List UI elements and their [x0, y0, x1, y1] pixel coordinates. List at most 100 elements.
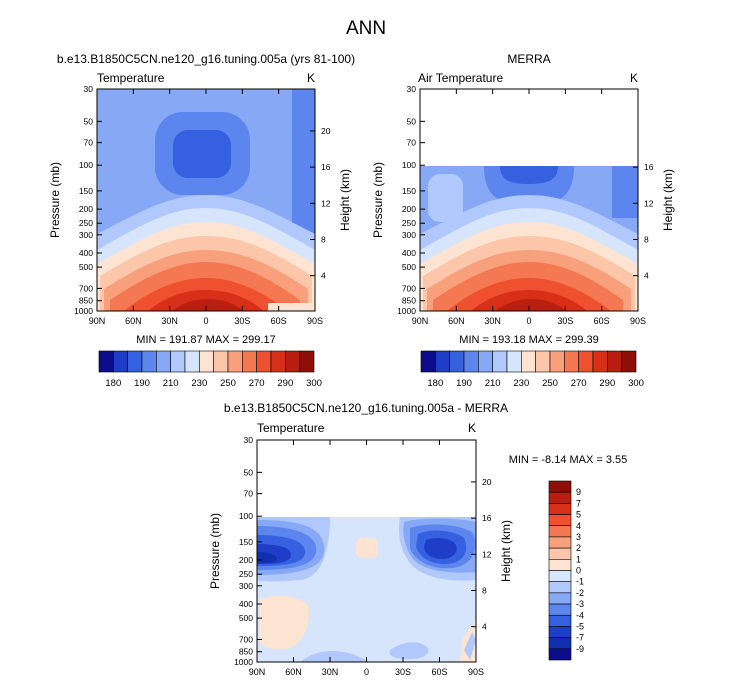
panel-diff-title: b.e13.B1850C5CN.ne120_g16.tuning.005a - …: [224, 401, 508, 415]
colorbar-swatch: [256, 350, 272, 373]
y-tick-label: 200: [402, 204, 416, 214]
y-tick-label: 300: [239, 581, 253, 591]
colorbar-label: 190: [456, 378, 472, 389]
colorbar-label: 9: [576, 487, 581, 497]
colorbar-label: 180: [105, 378, 121, 389]
colorbar-obs: 180 190 210 230 250 270 290 300: [420, 350, 644, 389]
y-tick-label: 70: [84, 138, 94, 148]
colorbar-swatch: [98, 350, 114, 373]
contour-fill: [173, 130, 231, 178]
colorbar-swatch: [548, 536, 572, 549]
x-tick-label: 60N: [125, 316, 142, 326]
y-right-tick-label: 8: [482, 585, 487, 595]
colorbar-swatch: [548, 480, 572, 493]
panel-obs: MERRA Air Temperature K 90N 60N 30N 0 30S 60S…: [371, 52, 675, 389]
x-tick-label: 30N: [161, 316, 178, 326]
colorbar-label: -2: [576, 588, 584, 598]
colorbar-label: 230: [513, 378, 529, 389]
colorbar-swatch: [592, 350, 608, 373]
y-right-tick-label: 12: [482, 549, 492, 559]
contour-fill: [428, 174, 463, 222]
panel-diff-contours: [257, 517, 476, 662]
colorbar-label: 180: [427, 378, 443, 389]
panel-obs-contours: [420, 166, 638, 311]
colorbar-swatch: [548, 514, 572, 527]
panel-obs-units: K: [630, 71, 638, 85]
colorbar-swatch: [170, 350, 186, 373]
panel-model-units: K: [307, 71, 315, 85]
y-tick-label: 150: [402, 186, 416, 196]
x-tick-label: 30N: [322, 667, 339, 677]
y-tick-label: 850: [79, 296, 93, 306]
colorbar-swatch: [548, 491, 572, 504]
colorbar-label: -3: [576, 599, 584, 609]
y-right-tick-label: 12: [644, 198, 654, 208]
colorbar-label: 0: [576, 566, 581, 576]
y-right-axis-label: Height (km): [499, 520, 513, 582]
colorbar-swatch: [449, 350, 465, 373]
colorbar-swatch: [156, 350, 171, 373]
colorbar-label: 4: [576, 521, 581, 531]
y-right-tick-label: 4: [644, 271, 649, 281]
y-tick-label: 850: [402, 296, 416, 306]
y-axis-label: Pressure (mb): [371, 162, 385, 238]
y-tick-label: 700: [79, 283, 93, 293]
colorbar-label: -5: [576, 621, 584, 631]
colorbar-label: 210: [485, 378, 501, 389]
y-tick-label: 50: [84, 116, 94, 126]
y-tick-label: 250: [79, 218, 93, 228]
contour-fill: [300, 650, 370, 662]
colorbar-label: 1: [576, 554, 581, 564]
y-tick-label: 700: [402, 283, 416, 293]
colorbar-label: 290: [277, 378, 293, 389]
colorbar-swatch: [506, 350, 522, 373]
y-tick-label: 30: [84, 84, 94, 94]
contour-fill: [464, 632, 476, 660]
y-right-tick-label: 16: [644, 162, 654, 172]
y-tick-label: 150: [239, 537, 253, 547]
y-tick-label: 500: [239, 613, 253, 623]
colorbar-label: 210: [163, 378, 179, 389]
panel-model-axes: 90N 60N 30N 0 30S 60S 90S 30 50 70 100 150 200 250 300…: [48, 84, 352, 326]
colorbar-label: 2: [576, 543, 581, 553]
panel-obs-title: MERRA: [507, 52, 550, 66]
colorbar-label: -1: [576, 577, 584, 587]
colorbar-label: -7: [576, 633, 584, 643]
contour-fill: [389, 642, 429, 660]
y-tick-label: 500: [79, 262, 93, 272]
colorbar-swatch: [285, 350, 300, 373]
colorbar-swatch: [242, 350, 257, 373]
colorbar-label: 250: [542, 378, 558, 389]
colorbar-swatch: [549, 350, 565, 373]
y-tick-label: 400: [239, 599, 253, 609]
y-right-tick-label: 20: [482, 477, 492, 487]
y-tick-label: 100: [79, 160, 93, 170]
x-tick-label: 60N: [285, 667, 302, 677]
x-tick-label: 0: [203, 316, 208, 326]
contour-fill: [424, 537, 457, 559]
panel-obs-left-string: Air Temperature: [418, 71, 503, 85]
panel-model-contours: [97, 89, 315, 311]
x-tick-label: 90S: [307, 316, 323, 326]
x-tick-label: 90S: [468, 667, 484, 677]
colorbar-swatch: [113, 350, 128, 373]
colorbar-model: 180 190 210 230 250 270 290 300: [98, 350, 322, 389]
colorbar-swatch: [535, 350, 551, 373]
colorbar-swatch: [548, 503, 572, 515]
y-tick-label: 100: [402, 160, 416, 170]
y-right-tick-label: 16: [482, 513, 492, 523]
x-tick-label: 60S: [271, 316, 287, 326]
y-tick-label: 500: [402, 262, 416, 272]
x-tick-label: 30S: [234, 316, 250, 326]
colorbar-label: 250: [220, 378, 236, 389]
y-axis-label: Pressure (mb): [48, 162, 62, 238]
colorbar-swatch: [564, 350, 579, 373]
panel-obs-stats: MIN = 193.18 MAX = 299.39: [459, 334, 598, 346]
panel-model-stats: MIN = 191.87 MAX = 299.17: [136, 334, 275, 346]
contour-fill: [292, 89, 315, 249]
panel-diff-axes: 90N 60N 30N 0 30S 60S 90S 30 50 70 100 150 200 250 300…: [208, 435, 513, 677]
colorbar-swatch: [548, 525, 572, 538]
y-tick-label: 70: [407, 138, 417, 148]
y-right-tick-label: 4: [321, 271, 326, 281]
colorbar-label: 270: [571, 378, 587, 389]
